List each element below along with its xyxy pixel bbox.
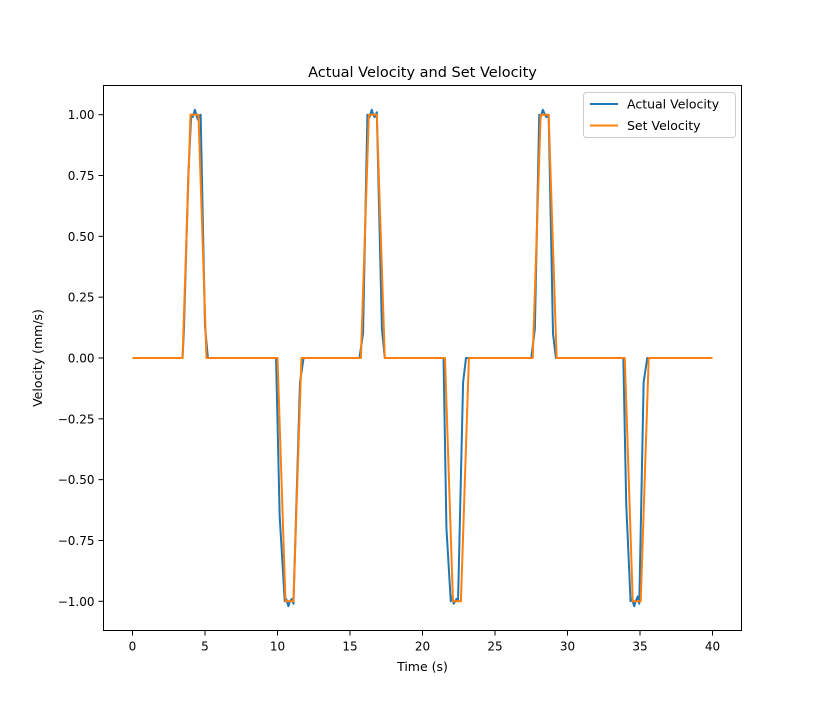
legend-label-1: Set Velocity [627,118,701,133]
y-tick-label: −0.75 [58,534,95,548]
x-tick-label: 5 [201,640,209,654]
series-line-1 [132,113,713,603]
legend: Actual Velocity Set Velocity [583,92,736,138]
legend-box [583,92,736,138]
y-tick-label: 0.00 [68,352,95,366]
legend-label-0: Actual Velocity [627,97,720,112]
x-tick-label: 0 [129,640,137,654]
y-tick-label: −1.00 [58,595,95,609]
x-tick-label: 15 [342,640,357,654]
y-tick-label: 0.25 [68,291,95,305]
x-tick-label: 35 [632,640,647,654]
series-layer [132,108,713,608]
ticks-layer: 0 5 10 15 20 25 30 35 40 1.00 0.75 0.50 0.25 0.00 −0.2… [58,108,720,653]
y-tick-label: 1.00 [68,108,95,122]
y-axis-label: Velocity (mm/s) [30,309,45,407]
x-tick-label: 30 [560,640,575,654]
plot-area-frame [103,85,742,631]
y-tick-label: −0.50 [58,473,95,487]
y-tick-label: 0.75 [68,169,95,183]
x-tick-label: 25 [487,640,502,654]
y-tick-label: 0.50 [68,230,95,244]
x-tick-label: 20 [415,640,430,654]
chart-title: Actual Velocity and Set Velocity [308,65,537,81]
x-tick-label: 10 [270,640,285,654]
y-tick-label: −0.25 [58,412,95,426]
x-axis-label: Time (s) [396,659,448,674]
x-tick-label: 40 [705,640,720,654]
